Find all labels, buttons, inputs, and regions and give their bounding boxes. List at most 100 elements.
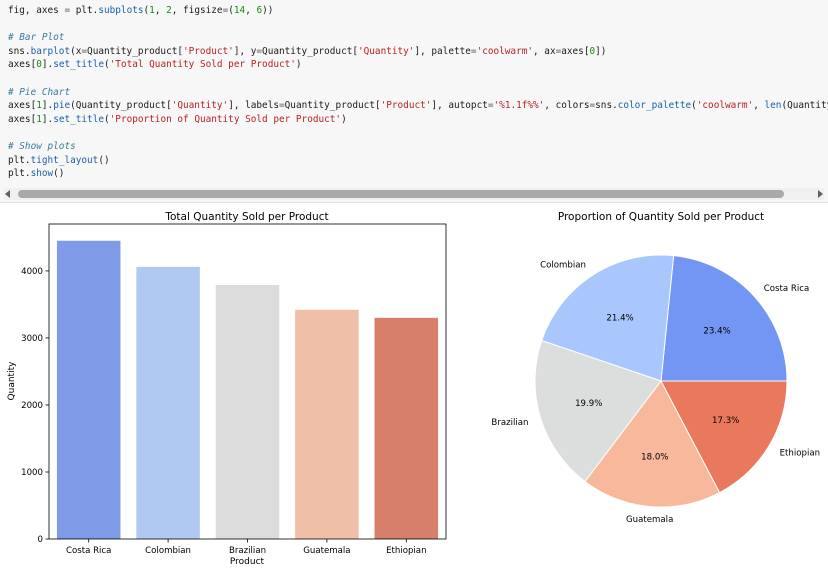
code-token: 6 [256, 5, 263, 16]
code-token: = [64, 5, 71, 16]
x-tick-label: Costa Rica [66, 546, 111, 556]
pie-chart-title: Proportion of Quantity Sold per Product [558, 211, 764, 223]
pie-chart: Proportion of Quantity Sold per Product … [491, 211, 820, 525]
code-token: = [222, 5, 229, 16]
bar-chart-axes-frame [48, 223, 447, 540]
pie-pct-label: 18.0% [641, 452, 668, 462]
code-token: 'coolwarm' [476, 45, 534, 57]
code-token: ], palette [414, 45, 471, 57]
code-line [8, 126, 828, 140]
pie-category-label: Ethiopian [780, 449, 820, 459]
code-token: = [589, 100, 596, 112]
y-tick-label: 4000 [21, 267, 43, 277]
scroll-right-arrow-icon[interactable] [818, 190, 823, 198]
x-tick-label: Colombian [145, 546, 191, 556]
code-token: # Pie Chart [8, 86, 71, 98]
pie-slice-3 [584, 380, 721, 508]
pie-category-label: Guatemala [626, 515, 673, 525]
pie-slice-0 [660, 255, 788, 382]
code-token: ) [341, 113, 347, 125]
code-token: 'Product' [380, 100, 432, 112]
x-tick-label: Guatemala [303, 546, 350, 556]
code-line [8, 72, 828, 86]
code-token: 'Product' [183, 45, 234, 57]
code-token: = [279, 100, 285, 112]
code-token: 1 [36, 100, 42, 112]
output-figure: Total Quantity Sold per Product 0 1000 200… [0, 204, 828, 568]
code-token: color_palette [617, 100, 692, 112]
code-line: plt.tight_layout() [8, 154, 828, 168]
code-token: = [487, 100, 494, 112]
pie-pct-label: 17.3% [712, 416, 739, 426]
y-tick-label: 1000 [21, 468, 43, 478]
bar-chart: Total Quantity Sold per Product 0 1000 200… [7, 211, 447, 567]
pie-pct-label: 21.4% [606, 313, 633, 323]
code-token: 1 [36, 113, 42, 125]
code-token: () [53, 168, 65, 180]
code-token: = [256, 45, 263, 57]
code-token: 14 [233, 5, 246, 16]
code-token: () [98, 154, 110, 166]
bar-chart-y-label: Quantity [7, 361, 17, 401]
code-token: = [470, 45, 477, 57]
x-tick-label: Ethiopian [386, 546, 426, 556]
code-token: Quantity_product[ [87, 45, 183, 57]
code-token: set_title [53, 113, 104, 125]
y-tick-label: 0 [38, 535, 43, 545]
code-token: fig, axes [8, 5, 65, 16]
pie-category-label: Colombian [540, 260, 586, 270]
code-line: # Show plots [8, 140, 828, 154]
code-line: axes[1].set_title('Proportion of Quantit… [8, 113, 828, 127]
code-token: 'Quantity' [171, 100, 229, 112]
pie-pct-label: 23.4% [703, 326, 730, 336]
pie-pct-label: 19.9% [575, 399, 602, 409]
code-token: barplot [30, 45, 71, 57]
code-line: axes[1].pie(Quantity_product['Quantity']… [8, 99, 828, 113]
pie-slice-2 [534, 339, 662, 483]
code-token: , [753, 100, 765, 112]
code-token: ( [228, 5, 234, 16]
code-token: ) [295, 59, 302, 71]
pie-category-label: Brazilian [491, 418, 528, 428]
code-token: sns. [8, 45, 31, 57]
scroll-left-arrow-icon[interactable] [5, 190, 10, 198]
code-token: plt. [8, 154, 31, 166]
figure-canvas: Total Quantity Sold per Product 0 1000 200… [7, 211, 820, 567]
code-token: 'Total Quantity Sold per Product' [109, 59, 296, 71]
code-block[interactable]: fig, axes = plt.subplots(1, 2, figsize=(… [8, 4, 828, 181]
bar-1 [136, 266, 200, 539]
horizontal-scrollbar[interactable] [4, 188, 824, 200]
code-token: ], labels [228, 100, 279, 112]
code-token: '%1.1f%%' [493, 100, 545, 112]
code-token: # Bar Plot [8, 32, 65, 44]
code-token: = [81, 45, 88, 57]
y-tick-label: 3000 [21, 334, 43, 344]
code-token: ( [104, 113, 110, 125]
code-token: ]) [595, 45, 607, 57]
code-token: Quantity_product[ [284, 100, 381, 112]
code-line: # Pie Chart [8, 86, 828, 100]
code-token: 'Quantity' [358, 45, 415, 57]
code-line: # Bar Plot [8, 31, 828, 45]
pie-category-label: Costa Rica [764, 284, 809, 294]
code-token: ]. [41, 100, 54, 112]
code-token: (Quantity_produc [781, 100, 828, 112]
pie-chart-labels: 23.4% Costa Rica 21.4% Colombian 19.9% Brazil… [491, 260, 820, 525]
code-token: ( [104, 59, 110, 71]
code-token: show [30, 168, 54, 180]
scrollbar-thumb[interactable] [18, 190, 784, 198]
code-cell[interactable]: fig, axes = plt.subplots(1, 2, figsize=(… [0, 0, 828, 203]
code-token: , [154, 5, 167, 16]
code-token: ( [691, 100, 697, 112]
code-token: (Quantity_product[ [70, 100, 172, 112]
code-token: 2 [166, 5, 172, 16]
bar-3 [295, 309, 359, 539]
code-line: plt.show() [8, 167, 828, 181]
bar-chart-title: Total Quantity Sold per Product [164, 211, 328, 223]
y-tick-label: 2000 [21, 401, 43, 411]
code-token: 'coolwarm' [696, 100, 754, 112]
code-token: sns. [595, 100, 618, 112]
code-token: axes[ [561, 45, 590, 57]
code-token: pie [53, 100, 71, 112]
bar-chart-bars [56, 240, 439, 539]
